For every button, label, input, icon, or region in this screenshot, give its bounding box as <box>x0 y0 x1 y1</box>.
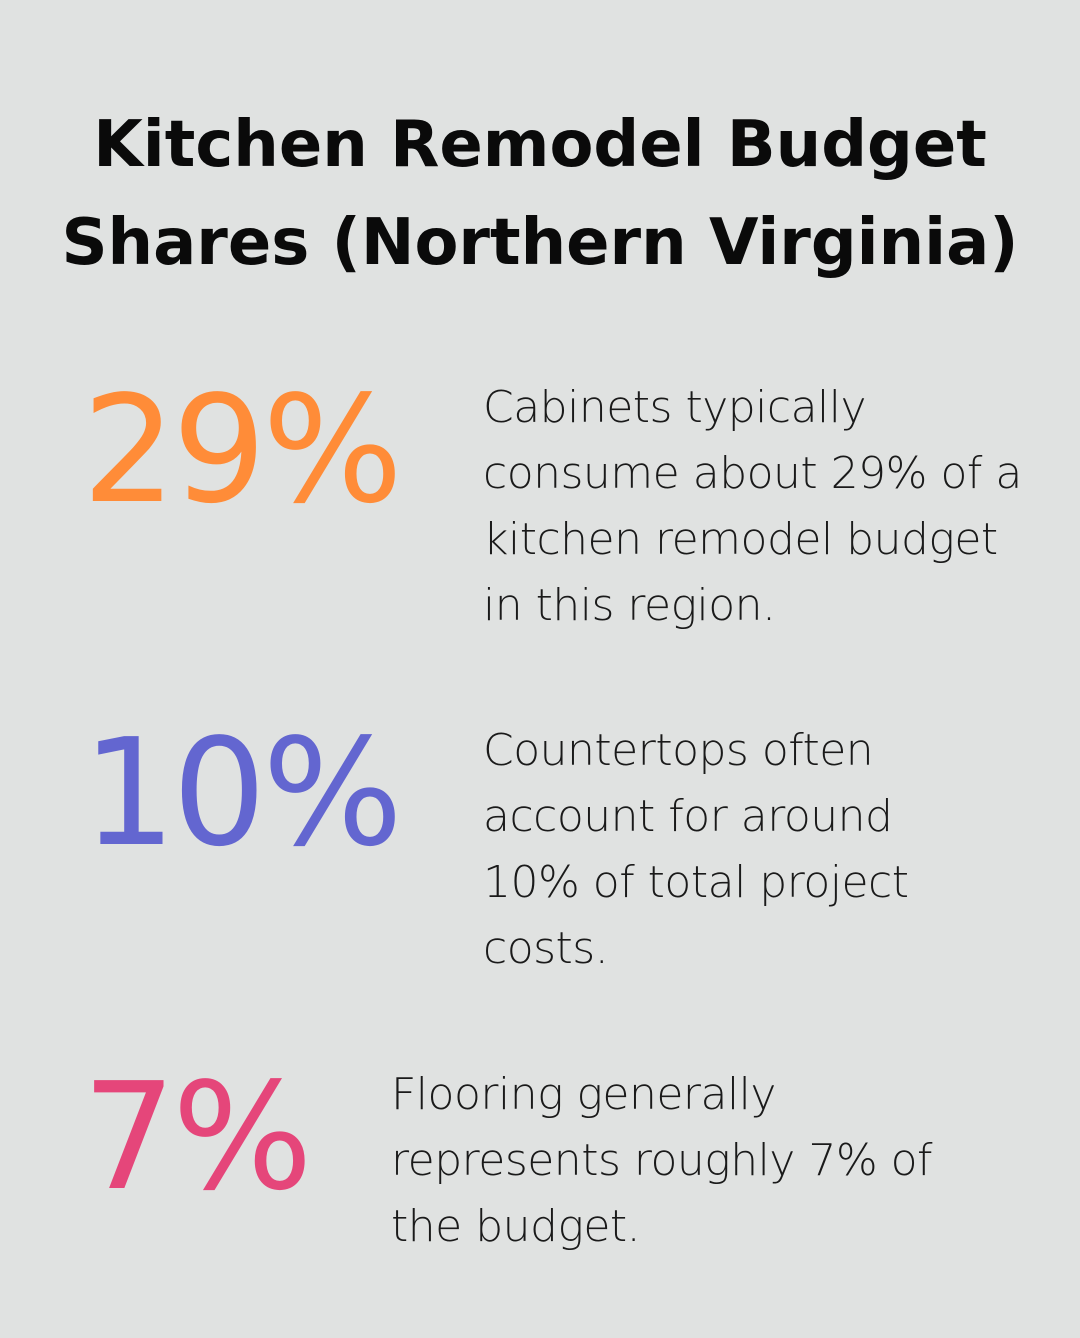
stat-description: Flooring generally represents roughly 7%… <box>391 1069 933 1252</box>
stat-value: 10% <box>82 707 403 879</box>
stat-description: Countertops often account for around 10%… <box>483 725 909 974</box>
stat-value: 7% <box>82 1051 313 1223</box>
stat-value: 29% <box>82 364 403 536</box>
page-title: Kitchen Remodel Budget Shares (Northern … <box>61 108 1019 280</box>
stat-description: Cabinets typically consume about 29% of … <box>483 382 1022 631</box>
